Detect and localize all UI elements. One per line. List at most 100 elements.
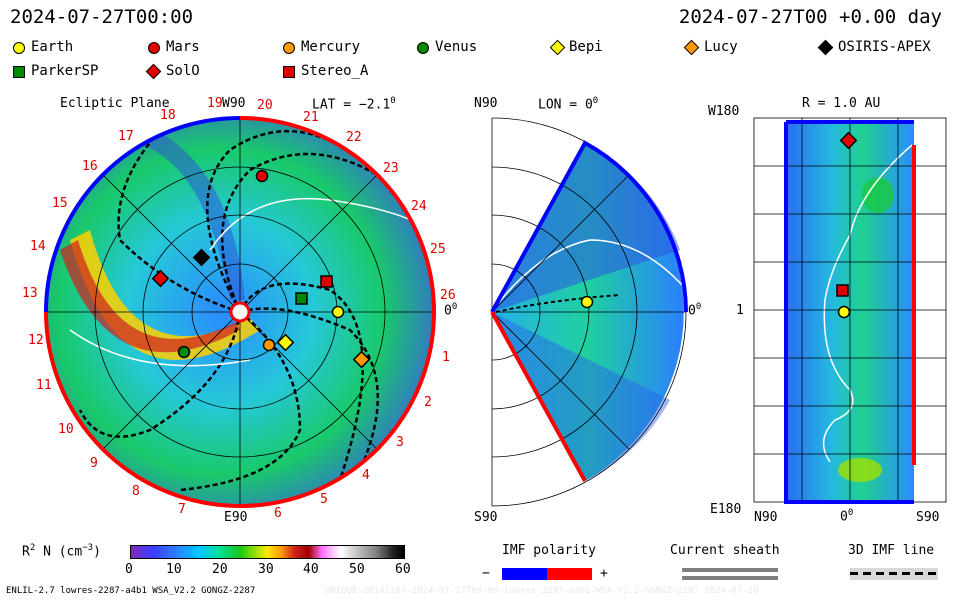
legend-solo: SolO [166, 63, 200, 79]
sphere-dense-region-2 [838, 458, 882, 482]
w90-label: W90 [222, 96, 246, 111]
legend-lucy: Lucy [704, 39, 738, 55]
mars-marker-icon [148, 42, 160, 54]
current-sheath-line [209, 197, 431, 251]
right-timestamp: 2024-07-27T00 +0.00 day [678, 6, 942, 28]
colorbar-tick: 40 [303, 562, 319, 577]
bepi-position [276, 333, 295, 352]
carrington-label: 13 [22, 286, 38, 301]
sphere-rim-negative [784, 120, 914, 504]
lon-label: LON = 00 [538, 96, 599, 113]
lucy-position [352, 350, 371, 369]
carrington-label: 22 [346, 130, 362, 145]
imf-3d-line-title: 3D IMF line [848, 543, 935, 558]
sphere-title: R = 1.0 AU [802, 96, 881, 111]
zero-deg-label: 00 [444, 302, 458, 319]
colorbar-tick: 50 [349, 562, 365, 577]
w180-label: W180 [708, 104, 740, 119]
meridional-rim-positive [490, 311, 587, 482]
carrington-label: 11 [36, 378, 52, 393]
venus-position [177, 345, 191, 359]
solo-position [151, 269, 170, 288]
e90-label: E90 [224, 510, 248, 525]
carrington-label: 10 [58, 422, 74, 437]
sphere-dense-region [862, 177, 894, 213]
meridional-current-sheath [495, 239, 683, 307]
legend-parkersp: ParkerSP [31, 63, 99, 79]
carrington-label: 26 [440, 288, 456, 303]
carrington-label: 15 [52, 196, 68, 211]
south-low-density [492, 312, 670, 481]
legend-osiris-apex: OSIRIS-APEX [838, 39, 931, 55]
carrington-label: 23 [383, 161, 399, 176]
ecliptic-plane-title: Ecliptic Plane [60, 96, 170, 111]
north-low-density [492, 143, 680, 312]
carrington-label: 4 [362, 468, 370, 483]
carrington-label: 25 [430, 242, 446, 257]
carrington-label: 19 [207, 96, 223, 111]
footer-left: ENLIL-2.7 lowres-2287-a4b1 WSA_V2.2 GONG… [6, 586, 256, 596]
colorbar-tick: 0 [125, 562, 133, 577]
earth-position [331, 305, 345, 319]
imf-lines [78, 119, 401, 492]
meridional-rim-negative [490, 140, 688, 313]
s90-label: S90 [474, 510, 498, 525]
legend-venus: Venus [435, 39, 478, 55]
carrington-label: 16 [82, 159, 98, 174]
lat-label: LAT = −2.10 [312, 96, 396, 113]
parkersp-marker-icon [13, 66, 25, 78]
carrington-label: 9 [90, 456, 98, 471]
colorbar-tick: 10 [166, 562, 182, 577]
zero-x-label: 00 [840, 508, 854, 525]
osiris-apex-position [192, 248, 211, 267]
sphere-mid-label: 1 [736, 303, 744, 318]
colorbar-label: R2 N (cm−3) [22, 543, 101, 560]
stereo-a-position [320, 275, 333, 288]
current-sheath-swatch-bottom [682, 576, 778, 580]
imf-minus-label: − [482, 566, 490, 581]
mercury-marker-icon [283, 42, 295, 54]
imf-positive-swatch [547, 568, 592, 580]
carrington-label: 6 [274, 506, 282, 521]
left-timestamp: 2024-07-27T00:00 [10, 6, 194, 28]
carrington-label: 1 [442, 350, 450, 365]
parkersp-position [295, 292, 308, 305]
stereo-a-marker-icon [283, 66, 295, 78]
p2-zero-deg-label: 00 [688, 302, 702, 319]
carrington-label: 14 [30, 239, 46, 254]
earth-sphere-position [837, 305, 851, 319]
carrington-label: 12 [28, 333, 44, 348]
current-sheath-line-2 [69, 329, 251, 367]
legend-bepi: Bepi [569, 39, 603, 55]
sun-marker-icon [229, 301, 251, 323]
legend-earth: Earth [31, 39, 74, 55]
current-sheath-swatch-top [682, 568, 778, 572]
n90-x-label: N90 [754, 510, 778, 525]
carrington-label: 7 [178, 502, 186, 517]
sphere-current-sheath [822, 144, 913, 463]
s90-x-label: S90 [916, 510, 940, 525]
carrington-label: 18 [160, 108, 176, 123]
mars-position [255, 169, 269, 183]
sphere-grid [753, 117, 947, 503]
legend-mercury: Mercury [301, 39, 361, 55]
carrington-label: 20 [257, 98, 273, 113]
imf-polarity-rim-negative [44, 116, 241, 313]
stereo-a-sphere-position [836, 284, 849, 297]
mercury-position [262, 338, 276, 352]
current-sheath-title: Current sheath [670, 543, 780, 558]
carrington-label: 8 [132, 484, 140, 499]
carrington-label: 17 [118, 129, 134, 144]
n90-label: N90 [474, 96, 498, 111]
colorbar-tick: 20 [212, 562, 228, 577]
colorbar-tick: 60 [395, 562, 411, 577]
solo-sphere-position [839, 131, 858, 150]
carrington-label: 24 [411, 199, 427, 214]
imf-polarity-rim-positive [44, 116, 437, 509]
e180-label: E180 [710, 502, 742, 517]
carrington-label: 3 [396, 435, 404, 450]
meridional-imf-line [495, 294, 621, 313]
